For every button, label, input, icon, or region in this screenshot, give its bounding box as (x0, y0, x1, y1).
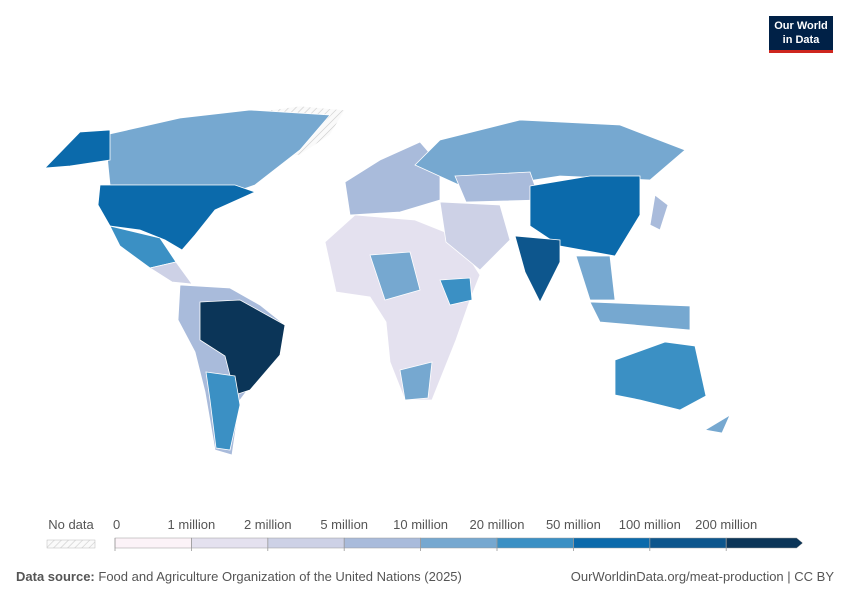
region[interactable] (205, 371, 241, 451)
no-data-swatch[interactable] (46, 539, 96, 549)
legend-bin (725, 537, 803, 549)
logo-bar (769, 50, 833, 53)
legend: No data 0 1 million 2 million 5 million 10 m… (46, 517, 803, 551)
region[interactable] (324, 214, 481, 401)
region[interactable] (104, 109, 331, 193)
region[interactable] (529, 175, 641, 257)
region[interactable] (97, 184, 257, 251)
source-label: Data source: (16, 569, 95, 584)
legend-tick-label: 10 million (393, 517, 448, 532)
legend-bin (191, 537, 269, 549)
logo-line: in Data (783, 34, 821, 46)
region[interactable] (439, 277, 473, 306)
region[interactable] (344, 141, 441, 216)
region[interactable] (454, 171, 541, 203)
logo-box (769, 16, 833, 50)
region[interactable] (649, 194, 669, 231)
region[interactable] (414, 119, 686, 191)
legend-tick-label: 20 million (470, 517, 525, 532)
no-data-label: No data (48, 517, 94, 532)
region[interactable] (614, 341, 707, 411)
url: OurWorldinData.org/meat-production | CC … (571, 569, 835, 584)
legend-tick-label: 2 million (244, 517, 292, 532)
legend-tick-label: 200 million (695, 517, 757, 532)
region[interactable] (439, 201, 511, 271)
source: Data source: Food and Agriculture Organi… (16, 569, 462, 584)
region[interactable] (43, 129, 111, 169)
legend-bin (114, 537, 192, 549)
legend-bin (420, 537, 498, 549)
region[interactable] (589, 301, 691, 331)
legend-tick-label: 100 million (619, 517, 681, 532)
region[interactable] (199, 299, 286, 396)
logo-line: Our World (774, 20, 828, 32)
legend-bin (343, 537, 421, 549)
legend-tick-label: 5 million (320, 517, 368, 532)
source-text: Food and Agriculture Organization of the… (98, 569, 462, 584)
logo[interactable]: Our World in Data (769, 16, 833, 53)
region[interactable] (703, 414, 731, 434)
legend-tick-label: 1 million (168, 517, 216, 532)
legend-tick-label: 0 (113, 517, 120, 532)
map (43, 105, 731, 456)
region[interactable] (514, 235, 561, 303)
legend-tick-label: 50 million (546, 517, 601, 532)
region[interactable] (399, 361, 433, 401)
legend-bin (573, 537, 651, 549)
legend-bin (267, 537, 345, 549)
region[interactable] (369, 251, 421, 301)
region[interactable] (148, 261, 193, 285)
region[interactable] (575, 255, 616, 301)
legend-bin (496, 537, 574, 549)
legend-bin (649, 537, 727, 549)
